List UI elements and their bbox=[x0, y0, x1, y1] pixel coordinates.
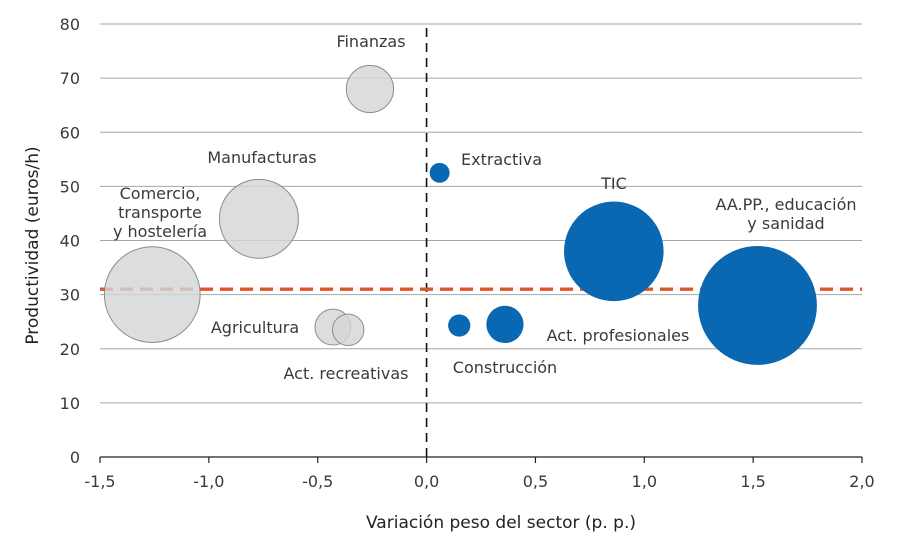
y-tick-label: 30 bbox=[60, 286, 80, 305]
x-tick-label: 0,0 bbox=[414, 472, 439, 491]
bubble-extractiva bbox=[429, 162, 450, 183]
label-line: Construcción bbox=[453, 358, 557, 377]
label-line: Comercio, bbox=[120, 184, 201, 203]
label-agricultura: Agricultura bbox=[211, 318, 299, 337]
label-line: Extractiva bbox=[461, 150, 542, 169]
x-tick-label: -0,5 bbox=[302, 472, 333, 491]
label-line: Act. profesionales bbox=[547, 326, 690, 345]
y-tick-label: 40 bbox=[60, 232, 80, 251]
y-tick-label: 50 bbox=[60, 177, 80, 196]
label-finanzas: Finanzas bbox=[336, 32, 405, 51]
x-tick-label: 1,0 bbox=[632, 472, 657, 491]
label-tic: TIC bbox=[600, 174, 627, 193]
y-tick-label: 0 bbox=[70, 448, 80, 467]
bubble-tic bbox=[564, 201, 664, 302]
x-tick-label: 1,5 bbox=[740, 472, 765, 491]
label-line: Finanzas bbox=[336, 32, 405, 51]
x-tick-label: -1,0 bbox=[193, 472, 224, 491]
y-tick-label: 60 bbox=[60, 123, 80, 142]
bubble-act-profesionales bbox=[486, 305, 524, 344]
axes: 0 10 20 30 40 50 60 70 80 -1,5 -1,0 -0,5 0,0 0,5 1,0 1,… bbox=[60, 15, 875, 491]
x-tick-label: 2,0 bbox=[849, 472, 874, 491]
label-extractiva: Extractiva bbox=[461, 150, 542, 169]
bubble-act-recreativas bbox=[331, 313, 365, 347]
label-line: AA.PP., educación bbox=[715, 195, 856, 214]
label-manufacturas: Manufacturas bbox=[207, 148, 316, 167]
label-line: TIC bbox=[600, 174, 627, 193]
x-tick-label: 0,5 bbox=[523, 472, 548, 491]
reference-lines bbox=[100, 28, 862, 457]
y-tick-label: 20 bbox=[60, 340, 80, 359]
bubble-manufacturas bbox=[218, 178, 299, 259]
label-line: Manufacturas bbox=[207, 148, 316, 167]
y-axis-title: Productividad (euros/h) bbox=[23, 146, 43, 344]
label-line: y hostelería bbox=[113, 222, 207, 241]
label-act-profesionales: Act. profesionales bbox=[547, 326, 690, 345]
label-aa-pp-educaci-n-y-sanidad: AA.PP., educación y sanidad bbox=[715, 195, 856, 233]
label-line: y sanidad bbox=[747, 214, 824, 233]
y-tick-label: 10 bbox=[60, 394, 80, 413]
bubble-comercio-transporte-y-hosteler-a bbox=[103, 246, 201, 344]
y-tick-label: 70 bbox=[60, 69, 80, 88]
label-line: Act. recreativas bbox=[284, 364, 409, 383]
y-tick-label: 80 bbox=[60, 15, 80, 34]
label-construcci-n: Construcción bbox=[453, 358, 557, 377]
label-comercio-transporte-y-hosteler-a: Comercio, transporte y hostelería bbox=[113, 184, 207, 241]
bubbles bbox=[103, 64, 817, 365]
label-line: transporte bbox=[118, 203, 202, 222]
bubble-construcci-n bbox=[448, 314, 471, 337]
label-act-recreativas: Act. recreativas bbox=[284, 364, 409, 383]
bubble-aa-pp-educaci-n-y-sanidad bbox=[698, 246, 817, 365]
x-axis-title: Variación peso del sector (p. p.) bbox=[366, 513, 636, 533]
x-tick-label: -1,5 bbox=[84, 472, 115, 491]
bubble-finanzas bbox=[345, 64, 395, 114]
label-line: Agricultura bbox=[211, 318, 299, 337]
